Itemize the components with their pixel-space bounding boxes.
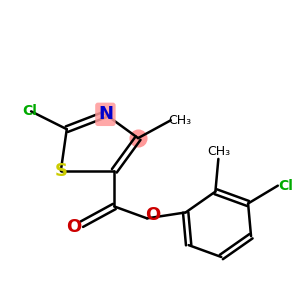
Text: CH₃: CH₃: [168, 114, 191, 127]
Text: O: O: [145, 206, 160, 224]
Text: N: N: [98, 105, 113, 123]
Text: O: O: [67, 218, 82, 236]
Text: S: S: [54, 162, 67, 180]
Text: CH₃: CH₃: [207, 145, 230, 158]
Text: Cl: Cl: [22, 104, 37, 118]
Text: Cl: Cl: [278, 179, 293, 193]
